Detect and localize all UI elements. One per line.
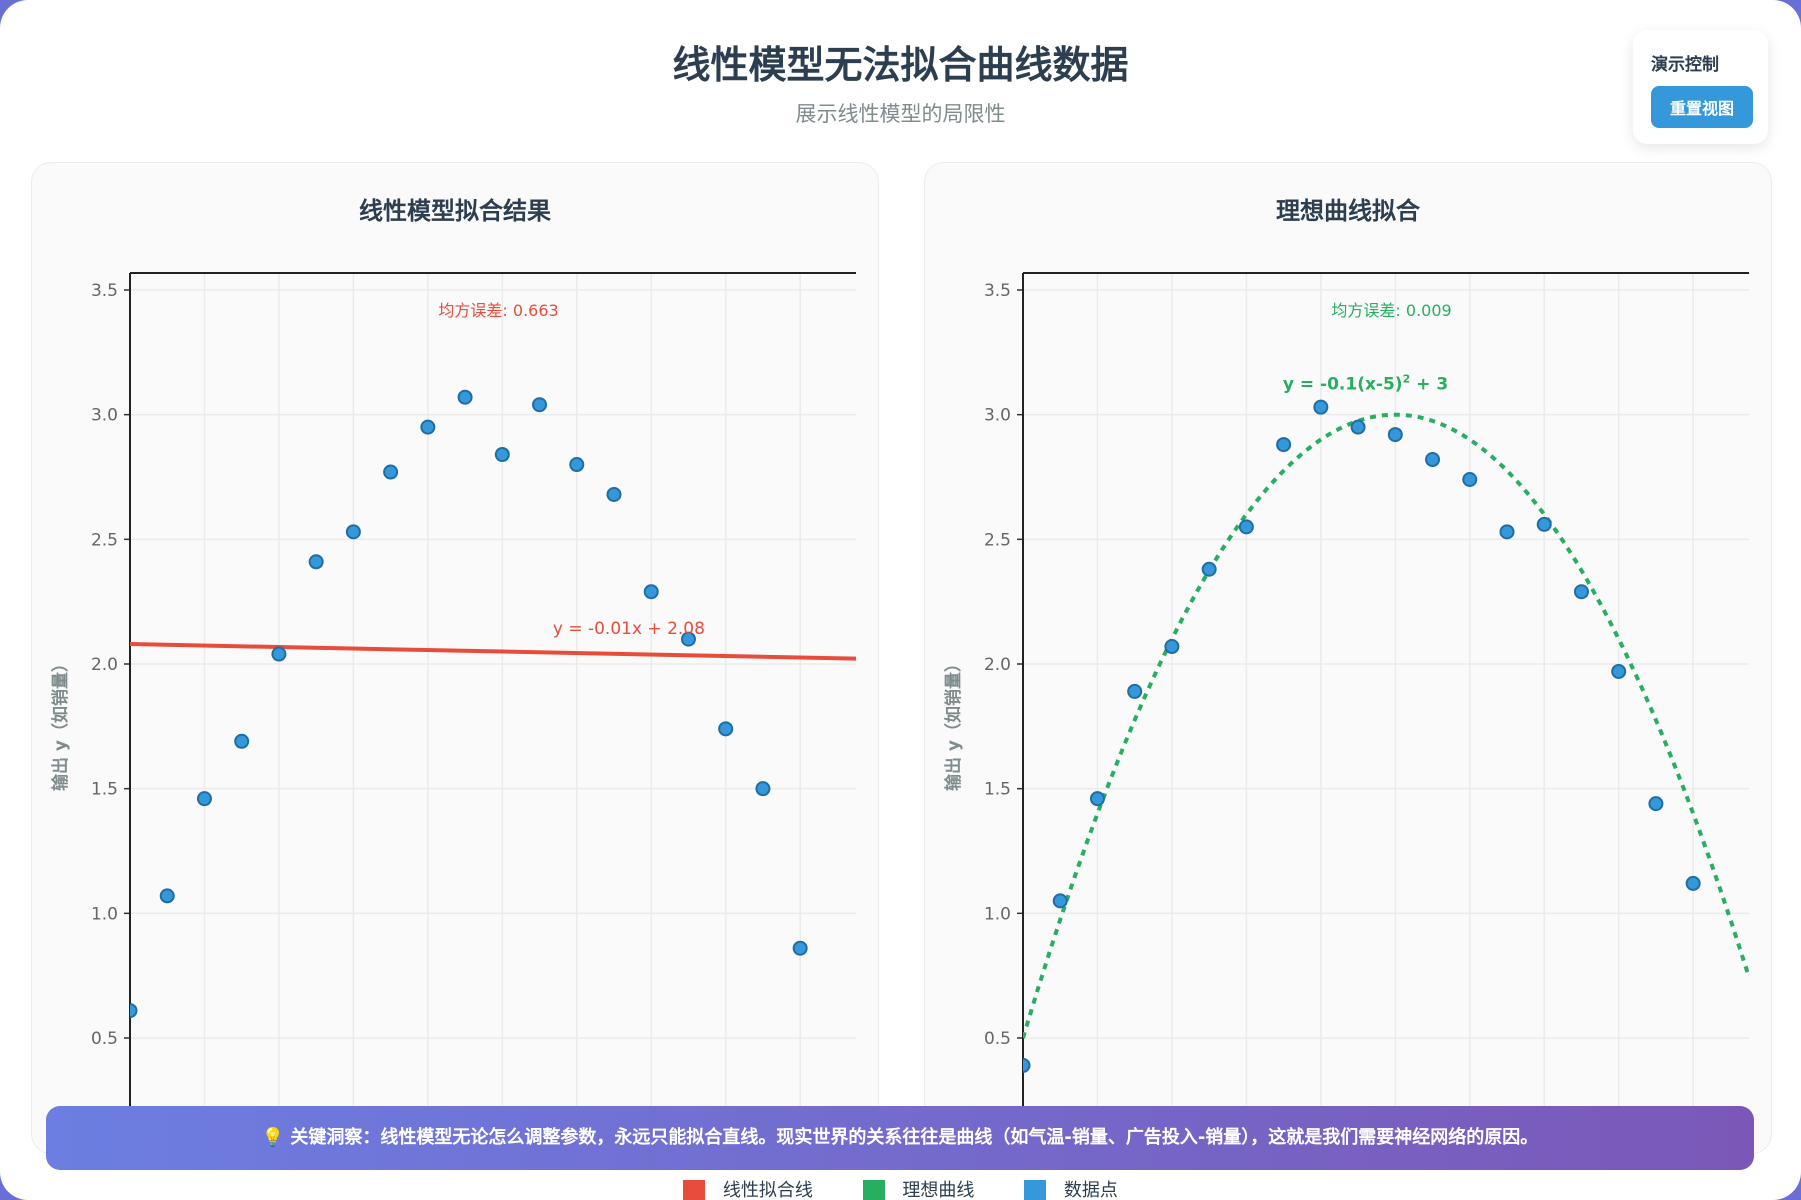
y-tick-label-5: 3.0 xyxy=(91,406,118,426)
data-point-13 xyxy=(1499,524,1515,540)
y-tick-label-4: 2.5 xyxy=(91,530,118,550)
data-point-18 xyxy=(792,940,808,956)
linear-fit-title: 线性模型拟合结果 xyxy=(359,197,551,225)
data-point-9 xyxy=(1350,419,1366,435)
data-point-12 xyxy=(569,457,585,473)
y-tick-label-3: 2.0 xyxy=(91,655,118,675)
linear-fit-panel: 线性模型拟合结果 0.5 1.0 1.5 2.0 2.5 3.0 3.5 输出 y（如销量） y… xyxy=(31,162,879,1154)
page-subtitle: 展示线性模型的局限性 xyxy=(795,102,1006,126)
legend-label-linear: 线性拟合线 xyxy=(722,1180,813,1200)
legend-swatch-linear xyxy=(683,1180,706,1200)
data-point-2 xyxy=(196,791,212,807)
legend-item-points: 数据点 xyxy=(1024,1176,1118,1200)
data-point-7 xyxy=(383,464,399,480)
y-tick-label-5: 3.0 xyxy=(984,406,1011,426)
y-tick-label-0: 0.5 xyxy=(984,1029,1011,1049)
data-point-10 xyxy=(494,447,510,463)
y-tick-label-1: 1.0 xyxy=(91,904,118,924)
y-tick-label-1: 1.0 xyxy=(984,904,1011,924)
data-point-6 xyxy=(345,524,361,540)
demo-controls-panel: 演示控制 重置视图 xyxy=(1633,30,1768,144)
fit-equation-label: y = -0.01x + 2.08 xyxy=(553,619,705,639)
reset-view-button[interactable]: 重置视图 xyxy=(1651,86,1753,128)
ideal-curve-line xyxy=(1023,412,1749,1039)
data-point-7 xyxy=(1276,437,1292,453)
data-point-17 xyxy=(755,781,771,797)
y-tick-label-3: 2.0 xyxy=(984,655,1011,675)
data-point-1 xyxy=(1052,893,1068,909)
data-point-2 xyxy=(1089,791,1105,807)
y-axis-label: 输出 y（如销量） xyxy=(943,655,964,791)
data-point-0 xyxy=(130,1003,138,1019)
ideal-curve-title: 理想曲线拟合 xyxy=(1276,197,1420,225)
data-point-14 xyxy=(1536,516,1552,532)
legend-item-linear: 线性拟合线 xyxy=(683,1176,813,1200)
data-point-5 xyxy=(1201,561,1217,577)
data-point-10 xyxy=(1387,427,1403,443)
y-tick-label-4: 2.5 xyxy=(984,530,1011,550)
data-point-8 xyxy=(1313,399,1329,415)
page-title: 线性模型无法拟合曲线数据 xyxy=(672,43,1129,87)
data-point-3 xyxy=(234,733,250,749)
data-point-14 xyxy=(643,584,659,600)
controls-title: 演示控制 xyxy=(1651,55,1719,75)
data-point-16 xyxy=(1611,663,1627,679)
data-point-11 xyxy=(532,397,548,413)
data-point-4 xyxy=(271,646,287,662)
linear-fit-line xyxy=(130,642,856,661)
data-point-4 xyxy=(1164,639,1180,655)
data-point-11 xyxy=(1425,452,1441,468)
y-tick-label-0: 0.5 xyxy=(91,1029,118,1049)
legend-item-ideal: 理想曲线 xyxy=(862,1176,975,1200)
mse-label: 均方误差: 0.009 xyxy=(1331,301,1451,320)
mse-label: 均方误差: 0.663 xyxy=(438,301,558,320)
data-point-15 xyxy=(1573,584,1589,600)
linear-fit-chart[interactable]: 0.5 1.0 1.5 2.0 2.5 3.0 3.5 输出 y（如销量） y = -0.01x… xyxy=(32,163,878,1153)
legend-label-ideal: 理想曲线 xyxy=(902,1180,975,1200)
data-point-13 xyxy=(606,486,622,502)
y-tick-label-6: 3.5 xyxy=(984,281,1011,301)
fit-equation-label: y = -0.1(x-5)2 + 3 xyxy=(1283,373,1448,395)
legend: 线性拟合线 理想曲线 数据点 xyxy=(0,1176,1801,1200)
ideal-curve-panel: 理想曲线拟合 0.5 1.0 1.5 2.0 2.5 3.0 3.5 输出 y（如销量） y =… xyxy=(924,162,1772,1154)
y-tick-label-2: 1.5 xyxy=(984,780,1011,800)
data-point-18 xyxy=(1685,875,1701,891)
y-tick-label-6: 3.5 xyxy=(91,281,118,301)
y-axis-label: 输出 y（如销量） xyxy=(50,655,71,791)
data-point-15 xyxy=(680,631,696,647)
data-point-8 xyxy=(420,419,436,435)
legend-swatch-ideal xyxy=(862,1180,885,1200)
legend-label-points: 数据点 xyxy=(1063,1180,1118,1200)
key-insight-banner: 💡 关键洞察：线性模型无论怎么调整参数，永远只能拟合直线。现实世界的关系往往是曲… xyxy=(46,1106,1754,1170)
data-point-17 xyxy=(1648,796,1664,812)
data-point-1 xyxy=(159,888,175,904)
ideal-curve-chart[interactable]: 0.5 1.0 1.5 2.0 2.5 3.0 3.5 输出 y（如销量） y = -0.1(x… xyxy=(925,163,1771,1153)
legend-swatch-points xyxy=(1024,1180,1047,1200)
y-tick-label-2: 1.5 xyxy=(91,780,118,800)
data-point-6 xyxy=(1238,519,1254,535)
data-point-5 xyxy=(308,554,324,570)
data-point-12 xyxy=(1462,471,1478,487)
data-point-9 xyxy=(457,389,473,405)
data-point-3 xyxy=(1127,683,1143,699)
data-point-0 xyxy=(1023,1057,1031,1073)
data-point-16 xyxy=(718,721,734,737)
